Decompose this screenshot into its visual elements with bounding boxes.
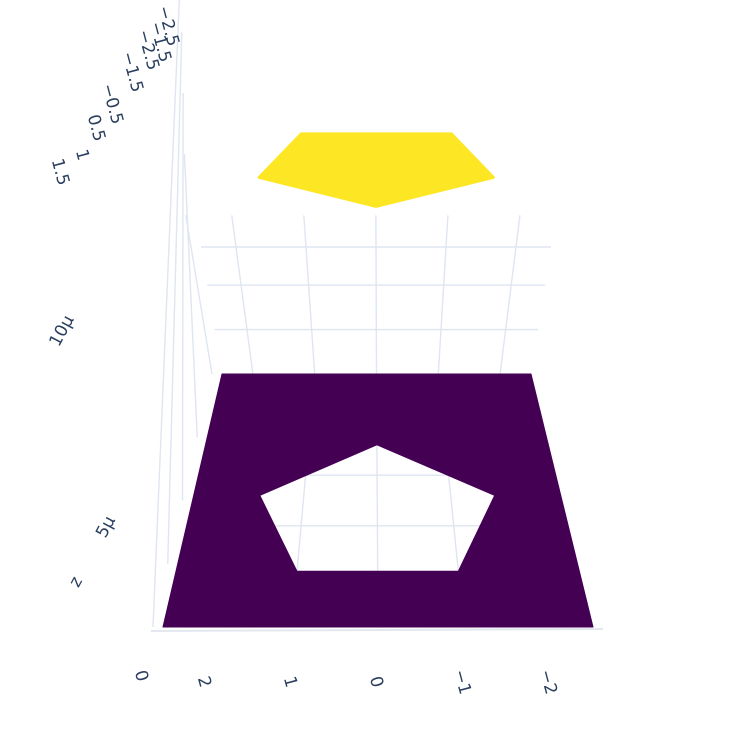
wall-grid-x-1 (303, 215, 316, 375)
x-tick-label-1: 1 (279, 674, 301, 690)
floor-front-edge (150, 628, 604, 632)
wall-grid-x-3 (437, 215, 449, 375)
side-grid-1 (167, 31, 183, 564)
z-tick-label-0: 0 (130, 668, 152, 684)
z-tick-label-2: 10μ (46, 312, 79, 350)
side-grid-2 (181, 92, 184, 501)
y-tick-label-0: 1.5 (47, 156, 73, 187)
z-tick-label-1: 5μ (92, 513, 120, 542)
wall-grid-x-0 (231, 215, 254, 375)
x-tick-label-2: 0 (365, 674, 387, 690)
x-tick-label-0: 2 (193, 674, 215, 690)
y-tick-label-1: 1 (71, 147, 93, 163)
surface-top-pentagon (257, 132, 495, 208)
x-tick-label-4: −2 (535, 667, 561, 696)
side-grid-0 (152, 0, 180, 628)
wall-grid-x-4 (499, 215, 521, 375)
side-grid-3 (183, 154, 198, 438)
surfaces (162, 132, 594, 628)
side-grid-4 (185, 215, 213, 375)
wall-grid-x-2 (375, 215, 378, 375)
surface-bottom-square (162, 373, 594, 628)
z-axis-title: z (65, 573, 87, 590)
x-tick-label-3: −1 (449, 667, 475, 696)
